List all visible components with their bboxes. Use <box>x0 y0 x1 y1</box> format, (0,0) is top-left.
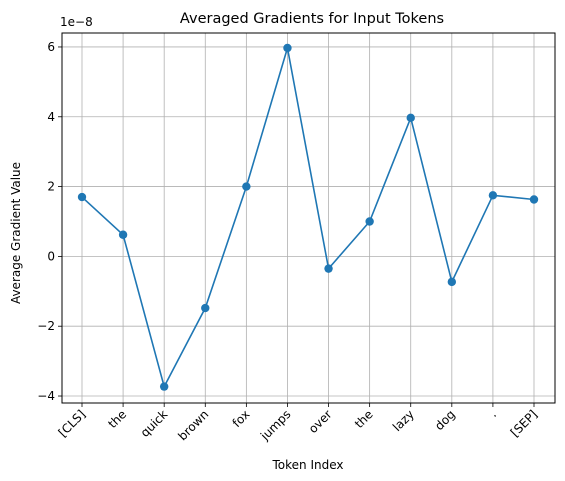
y-tick-label: 0 <box>47 249 55 263</box>
data-point <box>119 231 127 239</box>
y-scale-label: 1e−8 <box>60 15 93 29</box>
grid-lines <box>62 33 555 403</box>
x-tick-label: brown <box>175 407 211 443</box>
y-tick-label: 4 <box>47 110 55 124</box>
x-tick-label: . <box>486 407 499 420</box>
data-point <box>160 382 168 390</box>
data-point <box>365 217 373 225</box>
data-point <box>201 304 209 312</box>
data-point <box>530 195 538 203</box>
y-axis: −4 −2 0 2 4 6 <box>37 40 62 403</box>
x-tick-label: [CLS] <box>56 407 89 440</box>
data-point <box>489 191 497 199</box>
data-point <box>283 44 291 52</box>
chart-title: Averaged Gradients for Input Tokens <box>180 11 444 27</box>
x-axis-label: Token Index <box>272 458 344 472</box>
x-tick-label: the <box>352 407 376 431</box>
x-tick-label: the <box>105 407 129 431</box>
y-axis-label: Average Gradient Value <box>9 162 23 304</box>
series-line <box>78 44 538 391</box>
data-point <box>448 278 456 286</box>
y-tick-label: −4 <box>37 389 55 403</box>
y-tick-label: 6 <box>47 40 55 54</box>
x-axis: [CLS] the quick brown fox jumps over the lazy dog… <box>56 403 541 444</box>
x-tick-label: dog <box>432 407 458 433</box>
plot-frame <box>62 33 555 403</box>
x-tick-label: jumps <box>257 407 293 443</box>
data-point <box>324 264 332 272</box>
y-tick-label: 2 <box>47 180 55 194</box>
series-polyline <box>82 48 534 387</box>
data-point <box>407 114 415 122</box>
y-tick-label: −2 <box>37 319 55 333</box>
x-tick-label: quick <box>138 407 171 440</box>
x-tick-label: lazy <box>390 407 417 434</box>
data-point <box>242 182 250 190</box>
x-tick-label: over <box>306 407 335 436</box>
x-tick-label: fox <box>230 407 253 430</box>
x-tick-label: [SEP] <box>508 407 540 439</box>
data-point <box>78 193 86 201</box>
